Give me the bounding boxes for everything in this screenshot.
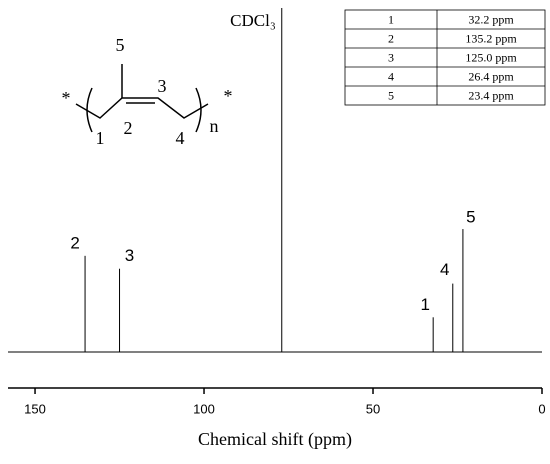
table-cell: 135.2 ppm [465,31,517,45]
structure [75,64,209,133]
table-cell: 1 [388,12,394,26]
table-cell: 125.0 ppm [465,50,517,64]
bracket-right [195,87,202,133]
table-cell: 2 [388,31,394,45]
atom-label: 5 [116,35,125,55]
peak-label: 5 [466,208,475,227]
atom-label: 1 [96,128,105,148]
table-cell: 3 [388,50,394,64]
end-label: * [62,88,71,108]
peak-label: CDCl₃ [230,11,276,30]
atom-label: 3 [158,76,167,96]
table-cell: 4 [388,69,394,83]
peak-label: 4 [440,260,449,279]
shift-table: 1 32.2 ppm 2 135.2 ppm 3 125.0 ppm 4 26.4 ppm 5 2… [344,9,546,106]
repeat-label: n [210,116,219,136]
table-cell: 26.4 ppm [468,69,514,83]
x-tick-label: 0 [538,401,545,416]
table-cell: 32.2 ppm [468,12,514,26]
bracket-left [86,87,93,133]
peak-label: 2 [70,233,79,252]
peak-label: 3 [125,246,134,265]
table-cell: 5 [388,88,394,102]
table-border [344,9,546,106]
table-cell: 23.4 ppm [468,88,514,102]
structure-labels: * 1 2 3 4 5 n * [62,35,233,148]
x-tick-label: 50 [366,401,380,416]
x-tick-label: 100 [193,401,215,416]
x-axis-label: Chemical shift (ppm) [198,429,352,450]
peak-label: 1 [420,295,429,314]
x-tick-label: 150 [24,401,46,416]
backbone [75,97,209,119]
end-label: * [224,86,233,106]
atom-label: 4 [176,128,185,148]
atom-label: 2 [124,118,133,138]
